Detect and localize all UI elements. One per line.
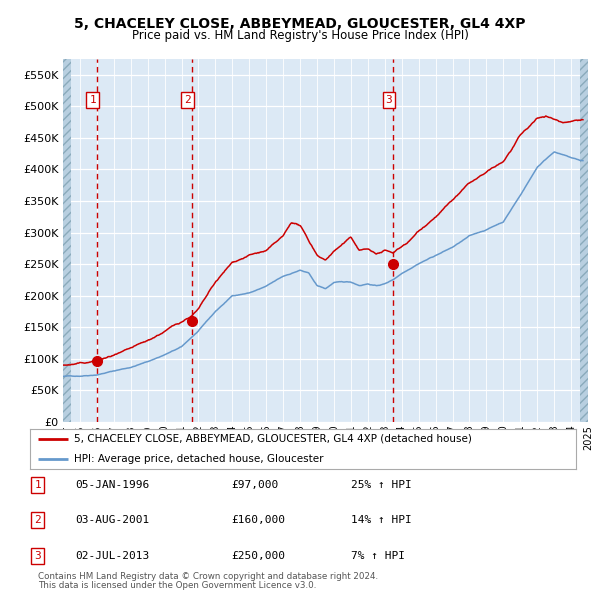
Text: 03-AUG-2001: 03-AUG-2001 xyxy=(75,516,149,525)
Text: Price paid vs. HM Land Registry's House Price Index (HPI): Price paid vs. HM Land Registry's House … xyxy=(131,30,469,42)
Text: 5, CHACELEY CLOSE, ABBEYMEAD, GLOUCESTER, GL4 4XP (detached house): 5, CHACELEY CLOSE, ABBEYMEAD, GLOUCESTER… xyxy=(74,434,472,444)
Text: HPI: Average price, detached house, Gloucester: HPI: Average price, detached house, Glou… xyxy=(74,454,323,464)
Text: Contains HM Land Registry data © Crown copyright and database right 2024.: Contains HM Land Registry data © Crown c… xyxy=(38,572,378,581)
Text: 3: 3 xyxy=(386,95,392,105)
Bar xyxy=(580,59,588,422)
Text: £250,000: £250,000 xyxy=(231,551,285,560)
Text: 02-JUL-2013: 02-JUL-2013 xyxy=(75,551,149,560)
Text: 5, CHACELEY CLOSE, ABBEYMEAD, GLOUCESTER, GL4 4XP: 5, CHACELEY CLOSE, ABBEYMEAD, GLOUCESTER… xyxy=(74,17,526,31)
Text: 25% ↑ HPI: 25% ↑ HPI xyxy=(351,480,412,490)
Bar xyxy=(63,59,71,422)
Text: This data is licensed under the Open Government Licence v3.0.: This data is licensed under the Open Gov… xyxy=(38,581,316,590)
Text: £97,000: £97,000 xyxy=(231,480,278,490)
Text: 05-JAN-1996: 05-JAN-1996 xyxy=(75,480,149,490)
Text: 2: 2 xyxy=(34,516,41,525)
Text: 7% ↑ HPI: 7% ↑ HPI xyxy=(351,551,405,560)
Text: 2: 2 xyxy=(184,95,191,105)
Text: 1: 1 xyxy=(89,95,96,105)
Text: 3: 3 xyxy=(34,551,41,560)
Text: £160,000: £160,000 xyxy=(231,516,285,525)
Text: 14% ↑ HPI: 14% ↑ HPI xyxy=(351,516,412,525)
Text: 1: 1 xyxy=(34,480,41,490)
